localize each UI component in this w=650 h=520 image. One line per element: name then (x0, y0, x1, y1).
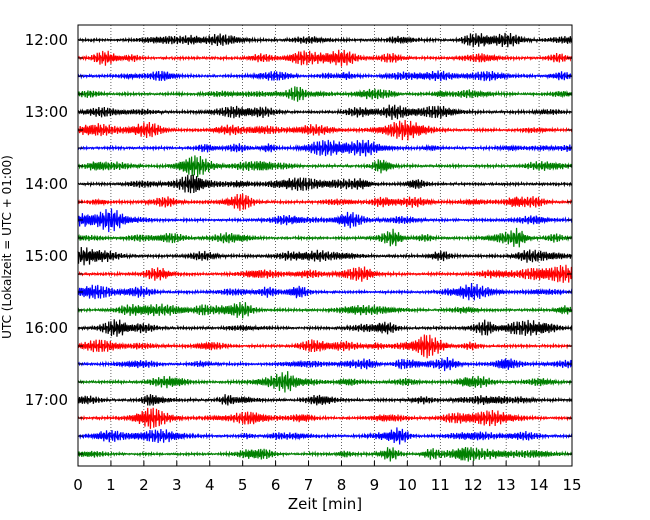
x-tick-label: 15 (562, 476, 581, 494)
trace-1645 (77, 371, 573, 393)
trace-1730 (77, 427, 573, 445)
x-axis-label: Zeit [min] (288, 495, 362, 513)
trace-1700 (77, 394, 573, 406)
x-tick-label: 10 (398, 476, 417, 494)
trace-1330 (77, 139, 573, 157)
x-axis: 0 1 2 3 4 5 6 7 8 9 10 11 12 13 14 15 (73, 461, 582, 494)
y-tick-label: 16:00 (25, 319, 68, 337)
x-tick-label: 12 (464, 476, 483, 494)
trace-1630 (77, 357, 573, 372)
y-tick-label: 15:00 (25, 247, 68, 265)
x-tick-label: 6 (271, 476, 281, 494)
y-axis-label: UTC (Lokalzeit = UTC + 01:00) (0, 155, 14, 339)
x-tick-label: 9 (370, 476, 380, 494)
trace-1300 (77, 104, 573, 120)
x-tick-label: 4 (205, 476, 215, 494)
trace-1430 (77, 208, 573, 233)
x-tick-label: 3 (172, 476, 182, 494)
y-tick-label: 12:00 (25, 31, 68, 49)
trace-1400 (77, 174, 573, 194)
x-tick-label: 11 (431, 476, 450, 494)
x-tick-label: 1 (106, 476, 116, 494)
trace-1315 (77, 119, 573, 141)
trace-1415 (77, 193, 573, 211)
trace-1500 (77, 246, 573, 266)
y-tick-label: 14:00 (25, 175, 68, 193)
x-tick-label: 2 (139, 476, 149, 494)
trace-1245 (77, 86, 573, 102)
trace-1445 (77, 227, 573, 248)
trace-1200 (77, 32, 573, 48)
x-tick-label: 13 (497, 476, 516, 494)
trace-1530 (77, 282, 573, 301)
y-axis: 12:00 13:00 14:00 15:00 16:00 17:00 (25, 31, 572, 455)
y-tick-label: 17:00 (25, 391, 68, 409)
x-tick-label: 14 (530, 476, 549, 494)
trace-1745 (77, 446, 573, 462)
trace-1600 (77, 319, 573, 337)
trace-1615 (77, 334, 573, 359)
x-tick-label: 5 (238, 476, 248, 494)
trace-1715 (77, 407, 573, 429)
trace-1215 (77, 49, 573, 67)
x-tick-label: 8 (337, 476, 347, 494)
trace-1545 (77, 301, 573, 319)
plot-frame (77, 24, 573, 467)
y-tick-label: 13:00 (25, 103, 68, 121)
trace-1230 (77, 70, 573, 82)
trace-1515 (77, 264, 573, 283)
seismogram-traces (77, 32, 573, 462)
trace-1345 (77, 155, 573, 177)
x-tick-label: 7 (304, 476, 314, 494)
x-tick-label: 0 (73, 476, 83, 494)
